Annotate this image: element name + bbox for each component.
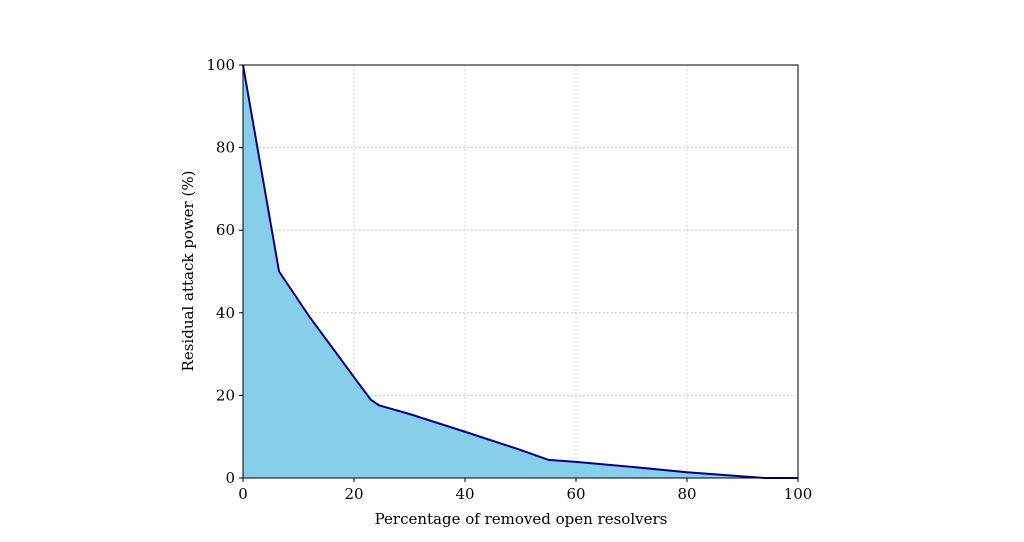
x-axis: 0 20 40 60 80 100 (238, 478, 812, 503)
x-tick-label: 20 (344, 485, 363, 503)
x-tick-label: 40 (455, 485, 474, 503)
x-axis-label: Percentage of removed open resolvers (375, 510, 668, 528)
series-line (242, 64, 798, 479)
y-tick-label: 40 (216, 304, 235, 322)
y-tick-label: 0 (225, 469, 235, 487)
x-tick-label: 0 (238, 485, 248, 503)
area-fill (243, 65, 798, 478)
x-tick-label: 100 (784, 485, 813, 503)
y-axis: 0 20 40 60 80 100 (206, 56, 243, 487)
y-tick-label: 80 (216, 139, 235, 157)
y-tick-label: 100 (206, 56, 235, 74)
y-axis-label: Residual attack power (%) (179, 171, 197, 372)
x-tick-label: 60 (566, 485, 585, 503)
x-tick-label: 80 (677, 485, 696, 503)
plot-area (242, 64, 798, 479)
plot-frame (242, 64, 799, 479)
y-tick-label: 60 (216, 221, 235, 239)
y-tick-label: 20 (216, 386, 235, 404)
axes-frame (242, 64, 799, 479)
